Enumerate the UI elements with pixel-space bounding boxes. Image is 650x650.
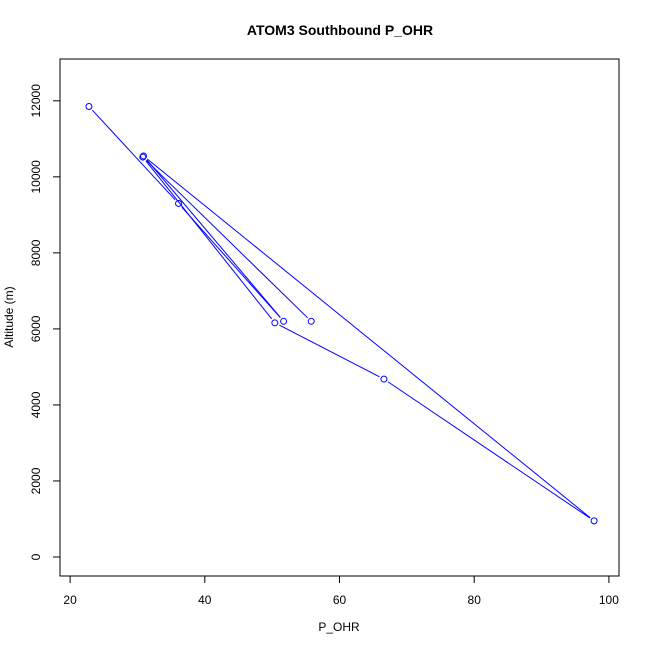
series-segment: [279, 324, 380, 378]
x-tick-label: 80: [468, 593, 482, 607]
x-tick-label: 100: [599, 593, 619, 607]
x-axis: 20 40 60 80 100: [63, 575, 619, 607]
data-point: [139, 153, 147, 161]
y-axis-label: Altitude (m): [2, 286, 16, 347]
data-point: [280, 317, 288, 325]
data-point: [590, 517, 598, 525]
x-tick-label: 60: [333, 593, 347, 607]
data-point: [307, 317, 315, 325]
chart-title: ATOM3 Southbound P_OHR: [247, 22, 433, 38]
series-segment: [145, 160, 273, 320]
series-segment: [146, 160, 308, 319]
y-tick-label: 12000: [29, 84, 43, 118]
series-segment: [387, 381, 591, 519]
y-tick-label: 2000: [29, 467, 43, 494]
y-axis: 0 2000 4000 6000 8000 10000 12000: [29, 84, 61, 560]
plot-frame: [59, 58, 620, 577]
x-axis-label: P_OHR: [318, 620, 360, 634]
data-point: [140, 152, 148, 160]
y-tick-label: 4000: [29, 391, 43, 418]
data-series: [85, 103, 598, 525]
data-point: [271, 319, 279, 327]
y-tick-label: 6000: [29, 315, 43, 342]
data-point: [85, 103, 93, 111]
y-tick-label: 8000: [29, 239, 43, 266]
y-tick-label: 0: [29, 553, 43, 560]
series-segment: [181, 206, 281, 318]
series-segment: [147, 158, 591, 519]
x-tick-label: 20: [63, 593, 77, 607]
y-tick-label: 10000: [29, 160, 43, 194]
x-tick-label: 40: [198, 593, 212, 607]
data-point: [175, 199, 183, 207]
series-segment: [146, 159, 281, 318]
series-segment: [91, 109, 176, 201]
data-point: [380, 375, 388, 383]
